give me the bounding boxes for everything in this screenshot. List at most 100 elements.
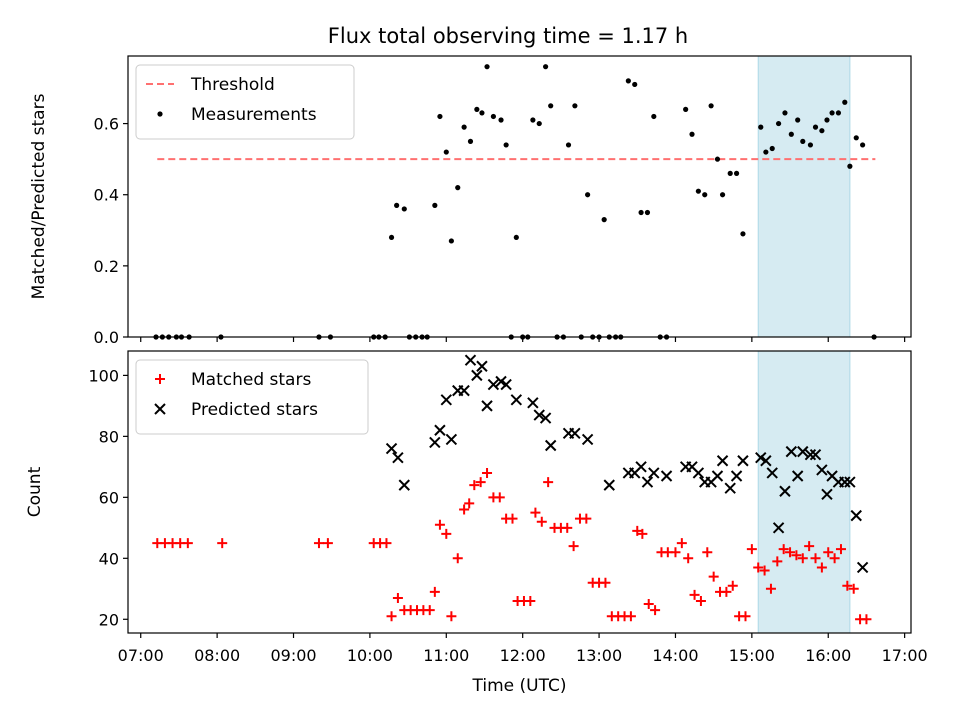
- data-point: [513, 234, 519, 241]
- x-tick-label: 14:00: [652, 646, 698, 665]
- data-point: [459, 504, 470, 515]
- data-point: [638, 209, 644, 216]
- data-point: [755, 451, 767, 464]
- data-point: [785, 547, 796, 558]
- top-panel-flux-ratio: 0.0 0.2 0.4 0.6 Matched/Predicted stars Thres…: [29, 55, 912, 347]
- x-tick-label: 13:00: [576, 646, 622, 665]
- data-point: [565, 142, 572, 148]
- data-point: [440, 394, 453, 406]
- legend-box: [135, 64, 355, 140]
- data-point: [807, 142, 814, 148]
- data-point: [724, 482, 736, 494]
- data-point: [392, 451, 404, 464]
- data-point: [464, 354, 477, 366]
- data-point: [217, 538, 228, 549]
- data-point: [507, 513, 518, 524]
- data-point: [848, 583, 859, 594]
- data-point: [842, 99, 848, 105]
- data-point: [733, 170, 740, 176]
- legend-label: Measurements: [191, 105, 317, 125]
- data-point: [543, 64, 549, 70]
- data-point: [467, 138, 474, 144]
- data-point: [585, 192, 591, 198]
- legend: Threshold Measurements: [135, 64, 355, 140]
- data-point: [533, 409, 545, 421]
- data-point: [474, 106, 480, 112]
- data-point: [804, 541, 815, 552]
- data-point: [860, 142, 866, 148]
- data-point: [625, 611, 636, 622]
- data-point: [469, 480, 480, 491]
- data-point: [625, 78, 631, 84]
- data-point: [775, 120, 782, 127]
- data-point: [446, 611, 457, 622]
- data-point: [495, 375, 507, 388]
- data-point: [711, 470, 724, 482]
- data-point: [510, 394, 523, 406]
- data-point: [760, 455, 772, 467]
- data-point: [437, 113, 443, 120]
- data-point: [689, 589, 700, 600]
- data-point: [824, 117, 830, 123]
- data-point: [791, 470, 804, 482]
- x-tick-label: 09:00: [270, 646, 316, 665]
- data-point: [568, 541, 579, 552]
- data-point: [392, 592, 403, 603]
- x-tick-label: 16:00: [805, 646, 851, 665]
- data-point: [714, 156, 721, 162]
- series-matched-stars: [152, 467, 872, 625]
- data-point: [835, 544, 846, 555]
- data-point: [481, 400, 493, 412]
- data-point: [785, 445, 798, 458]
- data-point: [394, 202, 400, 208]
- data-point: [819, 128, 825, 134]
- y-tick-label: 0.0: [94, 328, 119, 347]
- data-point: [702, 547, 713, 558]
- data-point: [385, 442, 398, 455]
- data-point: [853, 135, 859, 141]
- data-point: [562, 522, 573, 533]
- data-point: [800, 138, 806, 144]
- data-point: [644, 209, 651, 216]
- data-point: [432, 202, 438, 208]
- data-point: [660, 470, 673, 482]
- y-tick-label: 20: [99, 610, 119, 629]
- data-point: [850, 509, 862, 522]
- x-tick-label: 08:00: [194, 646, 240, 665]
- data-point: [434, 424, 446, 436]
- legend-label: Predicted stars: [191, 400, 318, 420]
- data-point: [812, 124, 819, 130]
- data-point: [475, 477, 486, 488]
- data-point: [600, 577, 611, 588]
- data-point: [643, 599, 654, 610]
- data-point: [461, 124, 467, 130]
- data-point: [490, 113, 496, 120]
- data-point: [804, 448, 817, 461]
- data-point: [479, 110, 485, 116]
- data-point: [530, 507, 541, 518]
- data-point: [823, 547, 834, 558]
- data-point: [759, 565, 770, 576]
- data-point: [527, 397, 539, 409]
- legend-marker: [157, 111, 163, 117]
- data-point: [782, 110, 788, 116]
- data-point: [632, 81, 638, 88]
- figure-title: Flux total observing time = 1.17 h: [328, 24, 688, 48]
- y-axis-label: Count: [25, 466, 45, 517]
- data-point: [779, 485, 791, 497]
- data-point: [448, 238, 454, 244]
- data-point: [603, 479, 615, 491]
- data-point: [683, 553, 694, 564]
- data-point: [398, 479, 410, 491]
- axes-frame: [127, 350, 912, 634]
- x-tick-label: 12:00: [500, 646, 546, 665]
- y-tick-label: 0.6: [94, 115, 119, 134]
- data-point: [746, 544, 757, 555]
- data-point: [635, 461, 647, 473]
- data-point: [772, 556, 783, 567]
- data-point: [737, 455, 749, 467]
- data-point: [632, 525, 643, 536]
- data-point: [740, 231, 746, 237]
- axes-frame: [127, 55, 912, 338]
